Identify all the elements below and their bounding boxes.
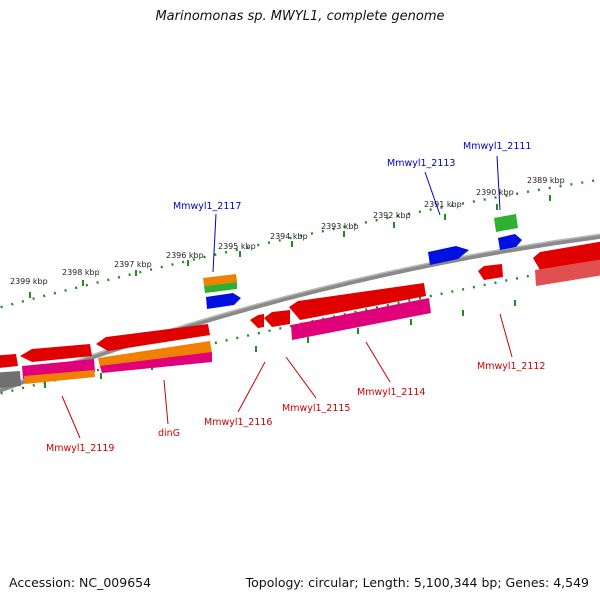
reverse-leaders — [61, 313, 513, 439]
scale-label: 2389 kbp — [527, 176, 565, 185]
feature-orange[interactable] — [24, 370, 95, 384]
gene-label[interactable]: Mmwyl1_2116 — [204, 417, 272, 428]
feature-green-2111[interactable] — [494, 214, 518, 232]
map-title: Marinomonas sp. MWYL1, complete genome — [155, 9, 445, 24]
scale-label: 2397 kbp — [114, 260, 152, 269]
scale-label: 2394 kbp — [270, 232, 308, 241]
forward-major-ticks — [29, 195, 551, 298]
feature-gray[interactable] — [0, 371, 21, 389]
feature-red[interactable] — [96, 324, 210, 351]
scale-label: 2396 kbp — [166, 251, 204, 260]
gene-label[interactable]: Mmwyl1_2119 — [46, 443, 114, 454]
scale-label: 2393 kbp — [321, 222, 359, 231]
feature-magenta-2114[interactable] — [291, 298, 431, 340]
feature-orange-dinG[interactable] — [98, 341, 212, 367]
feature-orange[interactable] — [203, 274, 237, 286]
feature-magenta[interactable] — [22, 359, 95, 379]
gene-label[interactable]: Mmwyl1_2114 — [357, 387, 425, 398]
scale-label: 2390 kbp — [476, 188, 514, 197]
gene-label[interactable]: Mmwyl1_2117 — [173, 201, 241, 212]
accession-text: Accession: NC_009654 — [9, 575, 152, 590]
forward-gene-labels: Mmwyl1_2117 Mmwyl1_2113 Mmwyl1_2111 — [173, 141, 531, 212]
gene-label[interactable]: Mmwyl1_2112 — [477, 361, 545, 372]
feature-magenta-dinG[interactable] — [100, 352, 212, 373]
scale-label: 2399 kbp — [10, 277, 48, 286]
reverse-features — [0, 241, 600, 389]
feature-green[interactable] — [204, 282, 237, 293]
feature-blue-2111[interactable] — [498, 234, 522, 250]
feature-red[interactable] — [0, 354, 18, 369]
feature-blue-2113[interactable] — [428, 246, 469, 265]
feature-blue-2117[interactable] — [206, 293, 241, 309]
scale-labels: 2399 kbp 2398 kbp 2397 kbp 2396 kbp 2395… — [10, 176, 565, 286]
feature-red[interactable] — [250, 314, 264, 328]
reverse-gene-labels: Mmwyl1_2119 dinG Mmwyl1_2116 Mmwyl1_2115… — [46, 361, 545, 454]
scale-label: 2398 kbp — [62, 268, 100, 277]
forward-features — [203, 214, 522, 309]
feature-red[interactable] — [20, 344, 92, 362]
gene-label[interactable]: Mmwyl1_2111 — [463, 141, 531, 152]
feature-red[interactable] — [289, 283, 426, 320]
scale-label: 2391 kbp — [424, 200, 462, 209]
genome-summary-text: Topology: circular; Length: 5,100,344 bp… — [245, 575, 589, 590]
feature-red-2112[interactable] — [478, 264, 503, 280]
forward-leaders — [212, 155, 501, 273]
genome-backbone-highlight — [0, 233, 600, 390]
scale-label: 2392 kbp — [373, 211, 411, 220]
feature-red[interactable] — [264, 310, 290, 327]
scale-label: 2395 kbp — [218, 242, 256, 251]
gene-label[interactable]: Mmwyl1_2113 — [387, 158, 455, 169]
gene-label[interactable]: dinG — [158, 428, 180, 439]
gene-label[interactable]: Mmwyl1_2115 — [282, 403, 350, 414]
feature-pink[interactable] — [535, 258, 600, 286]
